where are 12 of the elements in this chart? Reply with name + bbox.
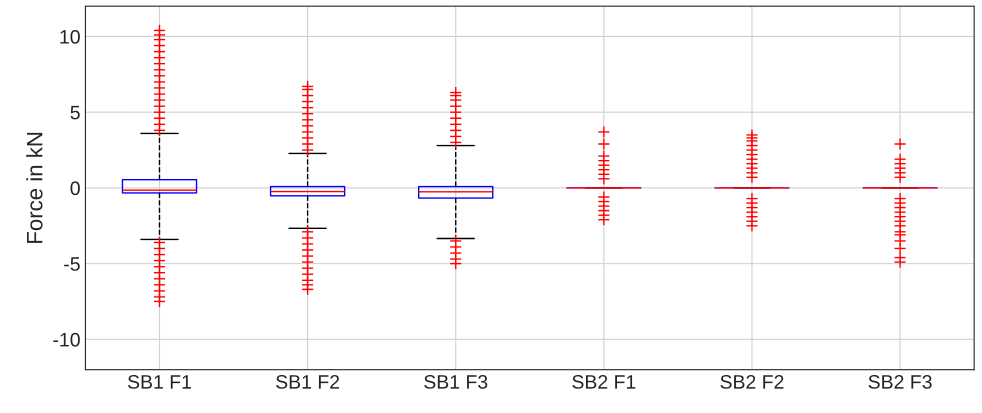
y-tick-label: -5 <box>64 257 80 271</box>
x-tick-label: SB2 F3 <box>868 375 932 389</box>
x-tick-label: SB1 F3 <box>424 375 488 389</box>
y-tick-label: 0 <box>70 181 80 196</box>
y-tick-label: -10 <box>53 332 80 347</box>
x-tick-label: SB1 F1 <box>128 375 191 389</box>
x-tick-label: SB1 F2 <box>276 375 340 389</box>
x-tick-label: SB2 F1 <box>572 375 636 389</box>
y-axis-title: Force in kN <box>26 132 43 243</box>
x-tick-label: SB2 F2 <box>720 375 784 389</box>
y-tick-label: 10 <box>60 30 80 44</box>
y-tick-label: 5 <box>70 106 80 120</box>
